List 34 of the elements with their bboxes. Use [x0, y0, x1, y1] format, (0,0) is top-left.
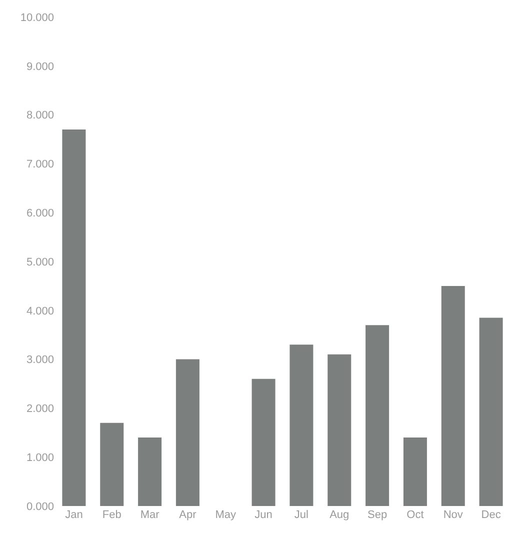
x-tick-label: Oct [406, 509, 424, 521]
x-tick-label: Feb [102, 509, 122, 521]
x-tick-label: Mar [140, 509, 160, 521]
bar [403, 438, 427, 506]
x-tick-label: Dec [481, 509, 502, 521]
y-tick-label: 6.000 [26, 207, 54, 220]
bar [366, 325, 390, 506]
bar [252, 378, 276, 506]
x-tick-label: May [215, 509, 237, 521]
bar [290, 344, 314, 506]
bar [62, 129, 86, 506]
bar [100, 422, 124, 506]
y-tick-label: 5.000 [26, 256, 54, 268]
x-tick-label: Apr [179, 509, 197, 521]
bar [328, 354, 352, 506]
x-tick-label: Jun [254, 509, 272, 521]
y-tick-label: 3.000 [26, 354, 54, 366]
x-tick-label: Jul [294, 509, 308, 521]
y-tick-label: 7.000 [26, 158, 54, 171]
bar [176, 359, 200, 506]
y-tick-label: 1.000 [26, 452, 54, 464]
y-tick-label: 0.000 [26, 500, 54, 513]
x-tick-label: Jan [65, 509, 83, 521]
bar [479, 318, 503, 506]
y-tick-label: 8.000 [26, 110, 54, 122]
x-tick-label: Nov [443, 509, 464, 521]
x-tick-label: Sep [368, 509, 388, 521]
y-tick-label: 2.000 [26, 403, 54, 416]
x-tick-label: Aug [330, 509, 350, 521]
y-tick-label: 10.000 [20, 12, 54, 24]
bar [441, 286, 465, 506]
y-tick-label: 9.000 [26, 60, 54, 73]
bar [138, 438, 162, 506]
y-tick-label: 4.000 [26, 305, 54, 318]
